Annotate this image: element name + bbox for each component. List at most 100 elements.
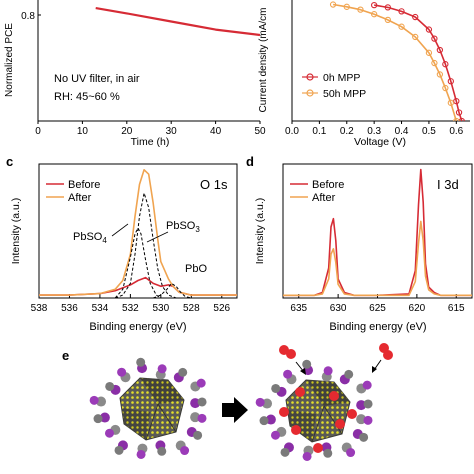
panel-a-xtick-label: 30 xyxy=(166,126,178,137)
panel-b-legend-50h: 50h MPP xyxy=(323,88,366,100)
ligand-atom xyxy=(178,367,188,377)
panel-b-xtick-label: 0.4 xyxy=(395,126,409,137)
panel-d-letter: d xyxy=(246,154,254,169)
ligand-atom xyxy=(363,415,373,425)
panel-b-legend-0h: 0h MPP xyxy=(323,72,360,84)
panel-c-xtick-label: 536 xyxy=(61,303,78,314)
ligand-atom xyxy=(255,397,265,407)
ligand-atom xyxy=(359,432,369,442)
ligand-atom xyxy=(262,398,273,409)
oxygen-atom xyxy=(279,407,289,417)
series-point xyxy=(384,16,391,24)
ligand-atom xyxy=(157,364,167,374)
series-point xyxy=(436,46,444,54)
oxygen-atom xyxy=(313,443,323,453)
series-c-pbo xyxy=(153,282,192,298)
ligand-atom xyxy=(89,395,99,405)
series-point xyxy=(431,59,438,67)
ligand-atom xyxy=(356,400,367,411)
annotation-pbso3: PbSO3 xyxy=(166,220,200,234)
transform-arrow-icon xyxy=(222,397,248,423)
ligand-atom xyxy=(157,446,167,456)
series-a-line xyxy=(95,7,260,37)
panel-b-legend: 0h MPP 50h MPP xyxy=(302,72,366,100)
series-point xyxy=(425,26,433,33)
ligand-atom xyxy=(323,366,333,376)
panel-a-x-label: Time (h) xyxy=(131,136,170,148)
series-point xyxy=(371,11,378,18)
oxygen-atom xyxy=(329,391,339,401)
panel-a-note-1: No UV filter, in air xyxy=(54,73,140,85)
series-point xyxy=(447,78,454,85)
ligand-atom xyxy=(114,445,124,455)
panel-a-xtick-label: 50 xyxy=(254,126,266,137)
panel-a: 0.8 0 10 20 30 40 50 Normalized PCE Time (h) … xyxy=(4,0,266,148)
series-point xyxy=(384,4,391,11)
ligand-atom xyxy=(265,414,276,425)
panel-d-tag: I 3d xyxy=(437,177,459,192)
panel-b-xtick-label: 0.2 xyxy=(340,126,354,137)
series-d-after xyxy=(283,220,472,297)
ligand-atom xyxy=(271,383,281,393)
annotation-pbso4: PbSO4 xyxy=(73,231,107,245)
panel-a-xtick-label: 20 xyxy=(121,126,133,137)
panel-b-xtick-label: 0.1 xyxy=(312,126,326,137)
panel-d: d 635 630 625 620 615 Intensity (a.u.) Bindi… xyxy=(246,154,473,333)
ligand-atom xyxy=(193,430,203,440)
panel-d-legend: Before After xyxy=(290,179,344,204)
ligand-atom xyxy=(105,381,115,391)
ligand-atom xyxy=(363,399,373,409)
series-point xyxy=(343,3,350,10)
ligand-atom xyxy=(136,357,146,367)
panel-c-xtick-label: 528 xyxy=(183,303,200,314)
series-point xyxy=(453,117,460,121)
series-point xyxy=(357,6,364,13)
panel-c-xtick-label: 534 xyxy=(92,303,109,314)
series-point xyxy=(436,71,444,78)
panel-c-y-label: Intensity (a.u.) xyxy=(10,198,22,265)
ligand-shell-before xyxy=(89,357,207,459)
series-c-pbso3 xyxy=(115,192,177,298)
panel-b-xtick-label: 0.6 xyxy=(449,126,463,137)
panel-d-y-label: Intensity (a.u.) xyxy=(254,198,266,265)
ligand-atom xyxy=(302,451,312,461)
annotation-pbso4-pointer xyxy=(111,223,129,237)
ligand-atom xyxy=(196,378,206,388)
panel-c-xtick-label: 530 xyxy=(153,303,170,314)
ligand-atom xyxy=(93,414,103,424)
panel-e: e xyxy=(62,343,393,461)
panel-c-tag: O 1s xyxy=(200,177,228,192)
panel-c-legend-after: After xyxy=(68,192,92,204)
panel-b-xtick-label: 0.5 xyxy=(422,126,436,137)
panel-a-xtick-label: 10 xyxy=(77,126,89,137)
panel-c-letter: c xyxy=(6,154,13,169)
oxygen-molecule-icon xyxy=(372,343,393,373)
ligand-atom xyxy=(197,397,207,407)
series-point xyxy=(371,1,378,9)
ligand-atom xyxy=(302,359,312,369)
series-c-after xyxy=(39,169,237,296)
series-point xyxy=(412,33,419,41)
series-c-before xyxy=(39,276,237,296)
series-point xyxy=(412,13,419,21)
legend-marker-50h xyxy=(306,89,314,97)
panel-b-xtick-label: 0.0 xyxy=(285,126,299,137)
ligand-atom xyxy=(344,369,354,379)
panel-b: 0.0 0.1 0.2 0.3 0.4 0.5 0.6 Current density (m… xyxy=(258,0,470,148)
panel-c-xtick-label: 526 xyxy=(213,303,230,314)
series-point xyxy=(425,49,433,56)
oxygen-atom xyxy=(291,425,301,435)
series-point xyxy=(431,35,438,42)
panel-c-xtick-label: 532 xyxy=(122,303,139,314)
panel-d-xtick-label: 635 xyxy=(290,303,307,314)
panel-a-xtick-label: 40 xyxy=(210,126,222,137)
panel-b-xtick-label: 0.3 xyxy=(367,126,381,137)
annotation-pbo: PbO xyxy=(185,263,207,275)
panel-a-xtick-label: 0 xyxy=(35,126,41,137)
series-point xyxy=(447,99,454,106)
panel-c: c 538 536 534 532 530 528 526 Intensity (a.u.)… xyxy=(6,154,238,333)
ligand-atom xyxy=(104,428,114,438)
ligand-atom xyxy=(259,416,269,426)
series-point xyxy=(442,61,449,68)
